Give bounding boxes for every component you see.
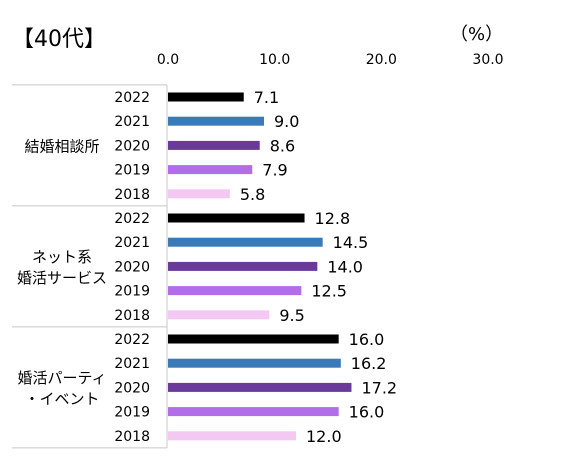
x-axis-ticks: 0.0 10.0 20.0 30.0	[157, 52, 504, 68]
year-label: 2019	[114, 284, 150, 300]
data-label: 7.1	[254, 88, 279, 107]
year-label: 2019	[114, 163, 150, 179]
bar	[168, 140, 260, 150]
bar-groups: 結婚相談所 2022 7.1 2021 9.0 2020 8.6 2019 7.9 2018 5.8…	[17, 88, 397, 446]
category-label: 婚活サービス	[17, 269, 107, 287]
bar	[168, 165, 253, 175]
year-label: 2020	[114, 380, 150, 396]
data-label: 12.5	[311, 282, 347, 301]
year-label: 2022	[114, 332, 150, 348]
data-label: 9.0	[274, 112, 299, 131]
category-label: 婚活パーティ	[17, 369, 106, 387]
data-label: 12.8	[315, 209, 351, 228]
bar-group: 婚活パーティ・イベント 2022 16.0 2021 16.2 2020 17.2 2019 1…	[17, 330, 397, 446]
data-label: 8.6	[270, 136, 295, 155]
data-label: 9.5	[279, 306, 304, 325]
year-label: 2019	[114, 405, 150, 421]
bar	[168, 310, 270, 320]
data-label: 12.0	[306, 427, 342, 446]
year-label: 2018	[114, 308, 150, 324]
bar	[168, 286, 302, 296]
category-frame	[12, 84, 168, 449]
year-label: 2020	[114, 138, 150, 154]
data-label: 16.0	[349, 330, 385, 349]
x-tick-label: 0.0	[157, 52, 179, 68]
year-label: 2018	[114, 429, 150, 445]
data-label: 16.0	[349, 403, 385, 422]
bar	[168, 213, 305, 223]
bar	[168, 116, 264, 126]
bar	[168, 407, 339, 417]
bar	[168, 189, 230, 199]
data-label: 16.2	[351, 354, 387, 373]
year-label: 2018	[114, 187, 150, 203]
data-label: 7.9	[262, 161, 287, 180]
year-label: 2021	[114, 114, 150, 130]
bar	[168, 431, 296, 441]
year-label: 2020	[114, 259, 150, 275]
bar	[168, 358, 341, 368]
chart-title: 【40代】	[12, 27, 106, 52]
x-tick-label: 10.0	[259, 52, 290, 68]
category-label: ネット系	[32, 248, 92, 266]
bar	[168, 261, 318, 271]
year-label: 2021	[114, 356, 150, 372]
year-label: 2022	[114, 90, 150, 106]
data-label: 17.2	[361, 378, 397, 397]
unit-label: （%）	[450, 24, 503, 45]
data-label: 14.5	[333, 233, 369, 252]
bar	[168, 92, 244, 102]
x-tick-label: 30.0	[472, 52, 503, 68]
data-label: 14.0	[327, 257, 363, 276]
category-label: 結婚相談所	[24, 137, 99, 155]
bar	[168, 334, 339, 344]
year-label: 2021	[114, 235, 150, 251]
x-tick-label: 20.0	[366, 52, 397, 68]
year-label: 2022	[114, 211, 150, 227]
bar	[168, 237, 323, 247]
bar	[168, 382, 352, 392]
category-label: ・イベント	[24, 390, 99, 408]
data-label: 5.8	[240, 185, 265, 204]
bar-group: 結婚相談所 2022 7.1 2021 9.0 2020 8.6 2019 7.9 2018 5.8	[24, 88, 299, 204]
